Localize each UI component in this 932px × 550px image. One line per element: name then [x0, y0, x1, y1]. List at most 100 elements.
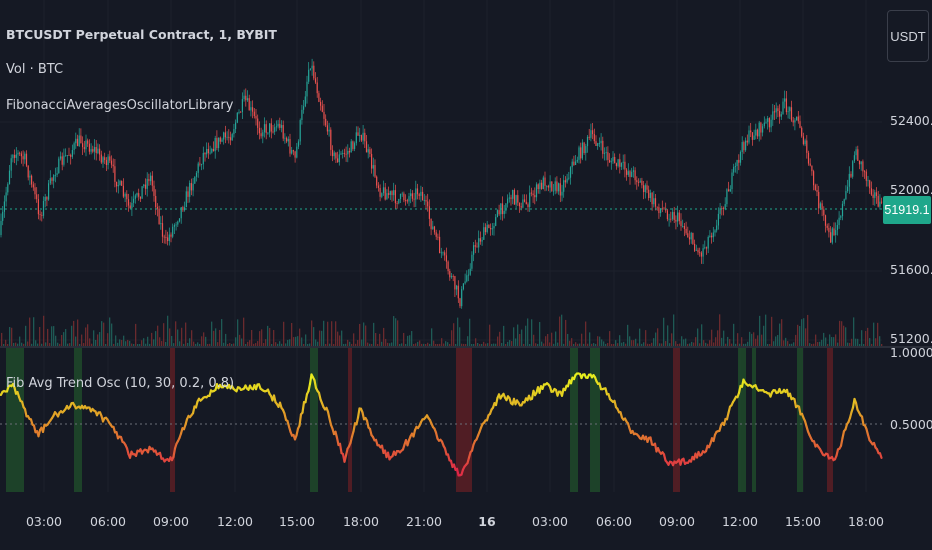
candle-body [756, 129, 759, 137]
volume-legend[interactable]: Vol · BTC [6, 62, 64, 77]
candle-body [464, 281, 466, 284]
candle-body [466, 275, 468, 282]
price-label: 52400.0 [890, 113, 932, 128]
volume-bar [321, 330, 323, 346]
candle-body [568, 177, 570, 179]
volume-bar [275, 342, 277, 346]
candle-body [728, 189, 730, 192]
candle-body [711, 235, 713, 238]
volume-bar [351, 343, 353, 346]
volume-bar [675, 341, 677, 346]
volume-bar [209, 343, 211, 346]
volume-bar [7, 343, 9, 346]
candle-body [476, 246, 478, 248]
candle-body [768, 118, 770, 128]
currency-button[interactable]: USDT [887, 10, 929, 62]
candle-body [541, 182, 543, 190]
volume-bar [583, 343, 585, 346]
volume-bar [511, 341, 513, 346]
candle-body [517, 195, 519, 203]
volume-bar [795, 334, 797, 346]
volume-bar [371, 343, 373, 346]
candle-body [877, 195, 879, 207]
volume-bar [35, 340, 37, 346]
volume-bar [177, 329, 179, 346]
candle-body [144, 184, 147, 189]
candle-body [31, 175, 33, 185]
candle-body [66, 155, 68, 156]
volume-bar [189, 338, 191, 346]
volume-bar [569, 340, 571, 346]
time-label: 15:00 [278, 514, 316, 529]
volume-bar [737, 333, 739, 346]
volume-bar [317, 341, 319, 346]
candle-body [677, 212, 679, 222]
oscillator-legend[interactable]: Fib Avg Trend Osc (10, 30, 0.2, 0.8) [6, 376, 235, 391]
candle-body [122, 185, 124, 197]
volume-bar [615, 340, 617, 346]
candle-body [644, 185, 646, 193]
candle-body [68, 155, 70, 156]
grid-lines [0, 0, 882, 492]
candle-body [493, 225, 495, 229]
volume-bar [823, 332, 825, 346]
volume-bar [407, 335, 409, 346]
candle-body [61, 156, 63, 165]
candle-body [184, 207, 186, 211]
volume-bar [867, 327, 869, 346]
volume-bar [619, 335, 621, 346]
volume-bar [485, 343, 487, 346]
volume-bar [881, 344, 883, 346]
candle-body [229, 137, 232, 141]
price-label: 51200.0 [890, 331, 932, 346]
volume-bar [281, 343, 283, 346]
volume-bar [575, 342, 577, 346]
volume-bar [433, 340, 435, 346]
price-label: 52000.0 [890, 182, 932, 197]
candle-body [860, 161, 862, 165]
volume-bar [789, 343, 791, 346]
signal-band [738, 348, 746, 492]
volume-bar [639, 328, 641, 346]
volume-bar [603, 341, 605, 346]
volume-bar [547, 333, 549, 346]
volume-bar [807, 314, 809, 346]
volume-bar [579, 343, 581, 346]
candle-body [413, 198, 415, 200]
candle-body [138, 193, 140, 197]
candle-body [821, 203, 823, 210]
candle-body [314, 78, 317, 83]
volume-bar [383, 327, 385, 346]
library-legend[interactable]: FibonacciAveragesOscillatorLibrary [6, 98, 234, 113]
volume-bar [627, 324, 629, 346]
candle-body [93, 147, 96, 152]
candle-body [396, 203, 398, 204]
volume-bar [541, 341, 543, 346]
volume-bar [149, 343, 151, 346]
volume-bar [205, 336, 207, 346]
candle-body [42, 201, 45, 216]
time-label: 18:00 [342, 514, 380, 529]
candle-body [772, 111, 774, 120]
volume-bar [215, 328, 217, 346]
candle-body [155, 195, 157, 207]
volume-bar [507, 341, 509, 346]
candle-body [374, 165, 376, 177]
candle-body [699, 252, 701, 254]
candle-body [462, 283, 464, 290]
candle-body [117, 185, 119, 187]
candle-body [182, 207, 184, 211]
candle-body [369, 149, 371, 154]
candle-body [92, 149, 94, 152]
volume-bar [193, 341, 195, 346]
volume-bar [857, 338, 859, 346]
candle-body [189, 183, 191, 197]
volume-bar [707, 343, 709, 346]
candle-body [444, 252, 446, 256]
volume-bar [19, 336, 21, 346]
time-label: 15:00 [784, 514, 822, 529]
symbol-legend[interactable]: BTCUSDT Perpetual Contract, 1, BYBIT [6, 27, 277, 42]
volume-bar [171, 335, 173, 346]
candle-body [416, 188, 419, 195]
